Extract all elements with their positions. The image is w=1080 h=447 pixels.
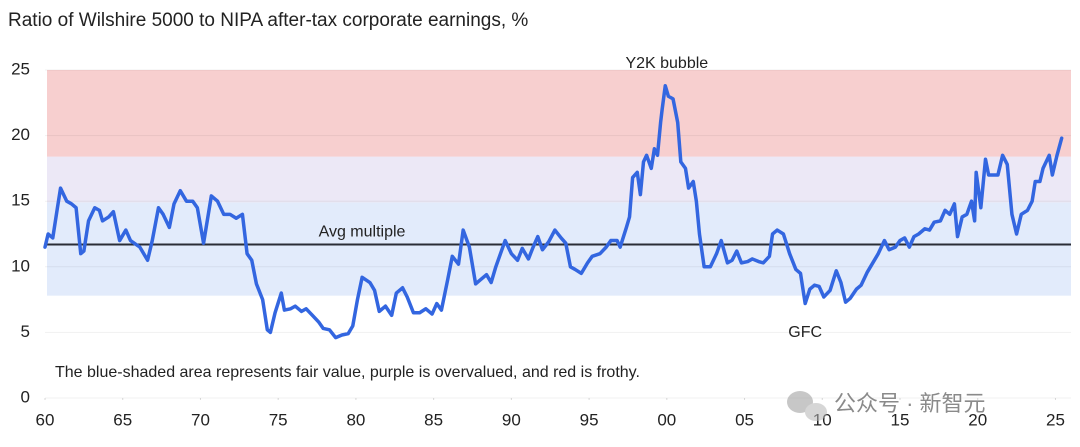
- y-tick-label: 15: [11, 191, 30, 210]
- x-tick-label: 60: [36, 410, 55, 429]
- marks: [43, 83, 1071, 340]
- x-tick-label: 90: [502, 410, 521, 429]
- y-tick-label: 10: [11, 256, 30, 275]
- x-tick-label: 70: [191, 410, 210, 429]
- y-tick-label: 25: [11, 59, 30, 78]
- watermark: 公众号 · 新智元: [834, 391, 986, 416]
- x-tick-label: 65: [113, 410, 132, 429]
- watermark-icon: [787, 391, 827, 421]
- average-label: Avg multiple: [319, 224, 406, 241]
- x-tick-label: 20: [968, 410, 987, 429]
- y-tick-label: 5: [21, 322, 30, 341]
- x-tick-label: 05: [735, 410, 754, 429]
- x-tick-label: 80: [346, 410, 365, 429]
- series-line: [43, 83, 1064, 340]
- band: [47, 202, 1071, 296]
- y-tick-label: 0: [21, 387, 30, 406]
- band: [47, 70, 1071, 157]
- note: The blue-shaded area represents fair val…: [55, 364, 640, 381]
- y-tick-label: 20: [11, 125, 30, 144]
- band: [47, 156, 1071, 203]
- chart-title: Ratio of Wilshire 5000 to NIPA after-tax…: [8, 10, 528, 31]
- annotation: GFC: [788, 324, 822, 341]
- bands: [47, 70, 1071, 296]
- x-tick-label: 75: [269, 410, 288, 429]
- x-tick-label: 85: [424, 410, 443, 429]
- x-tick-label: 15: [891, 410, 910, 429]
- x-tick-label: 25: [1046, 410, 1065, 429]
- annotation: Y2K bubble: [625, 55, 708, 72]
- x-tick-label: 00: [657, 410, 676, 429]
- x-tick-label: 95: [580, 410, 599, 429]
